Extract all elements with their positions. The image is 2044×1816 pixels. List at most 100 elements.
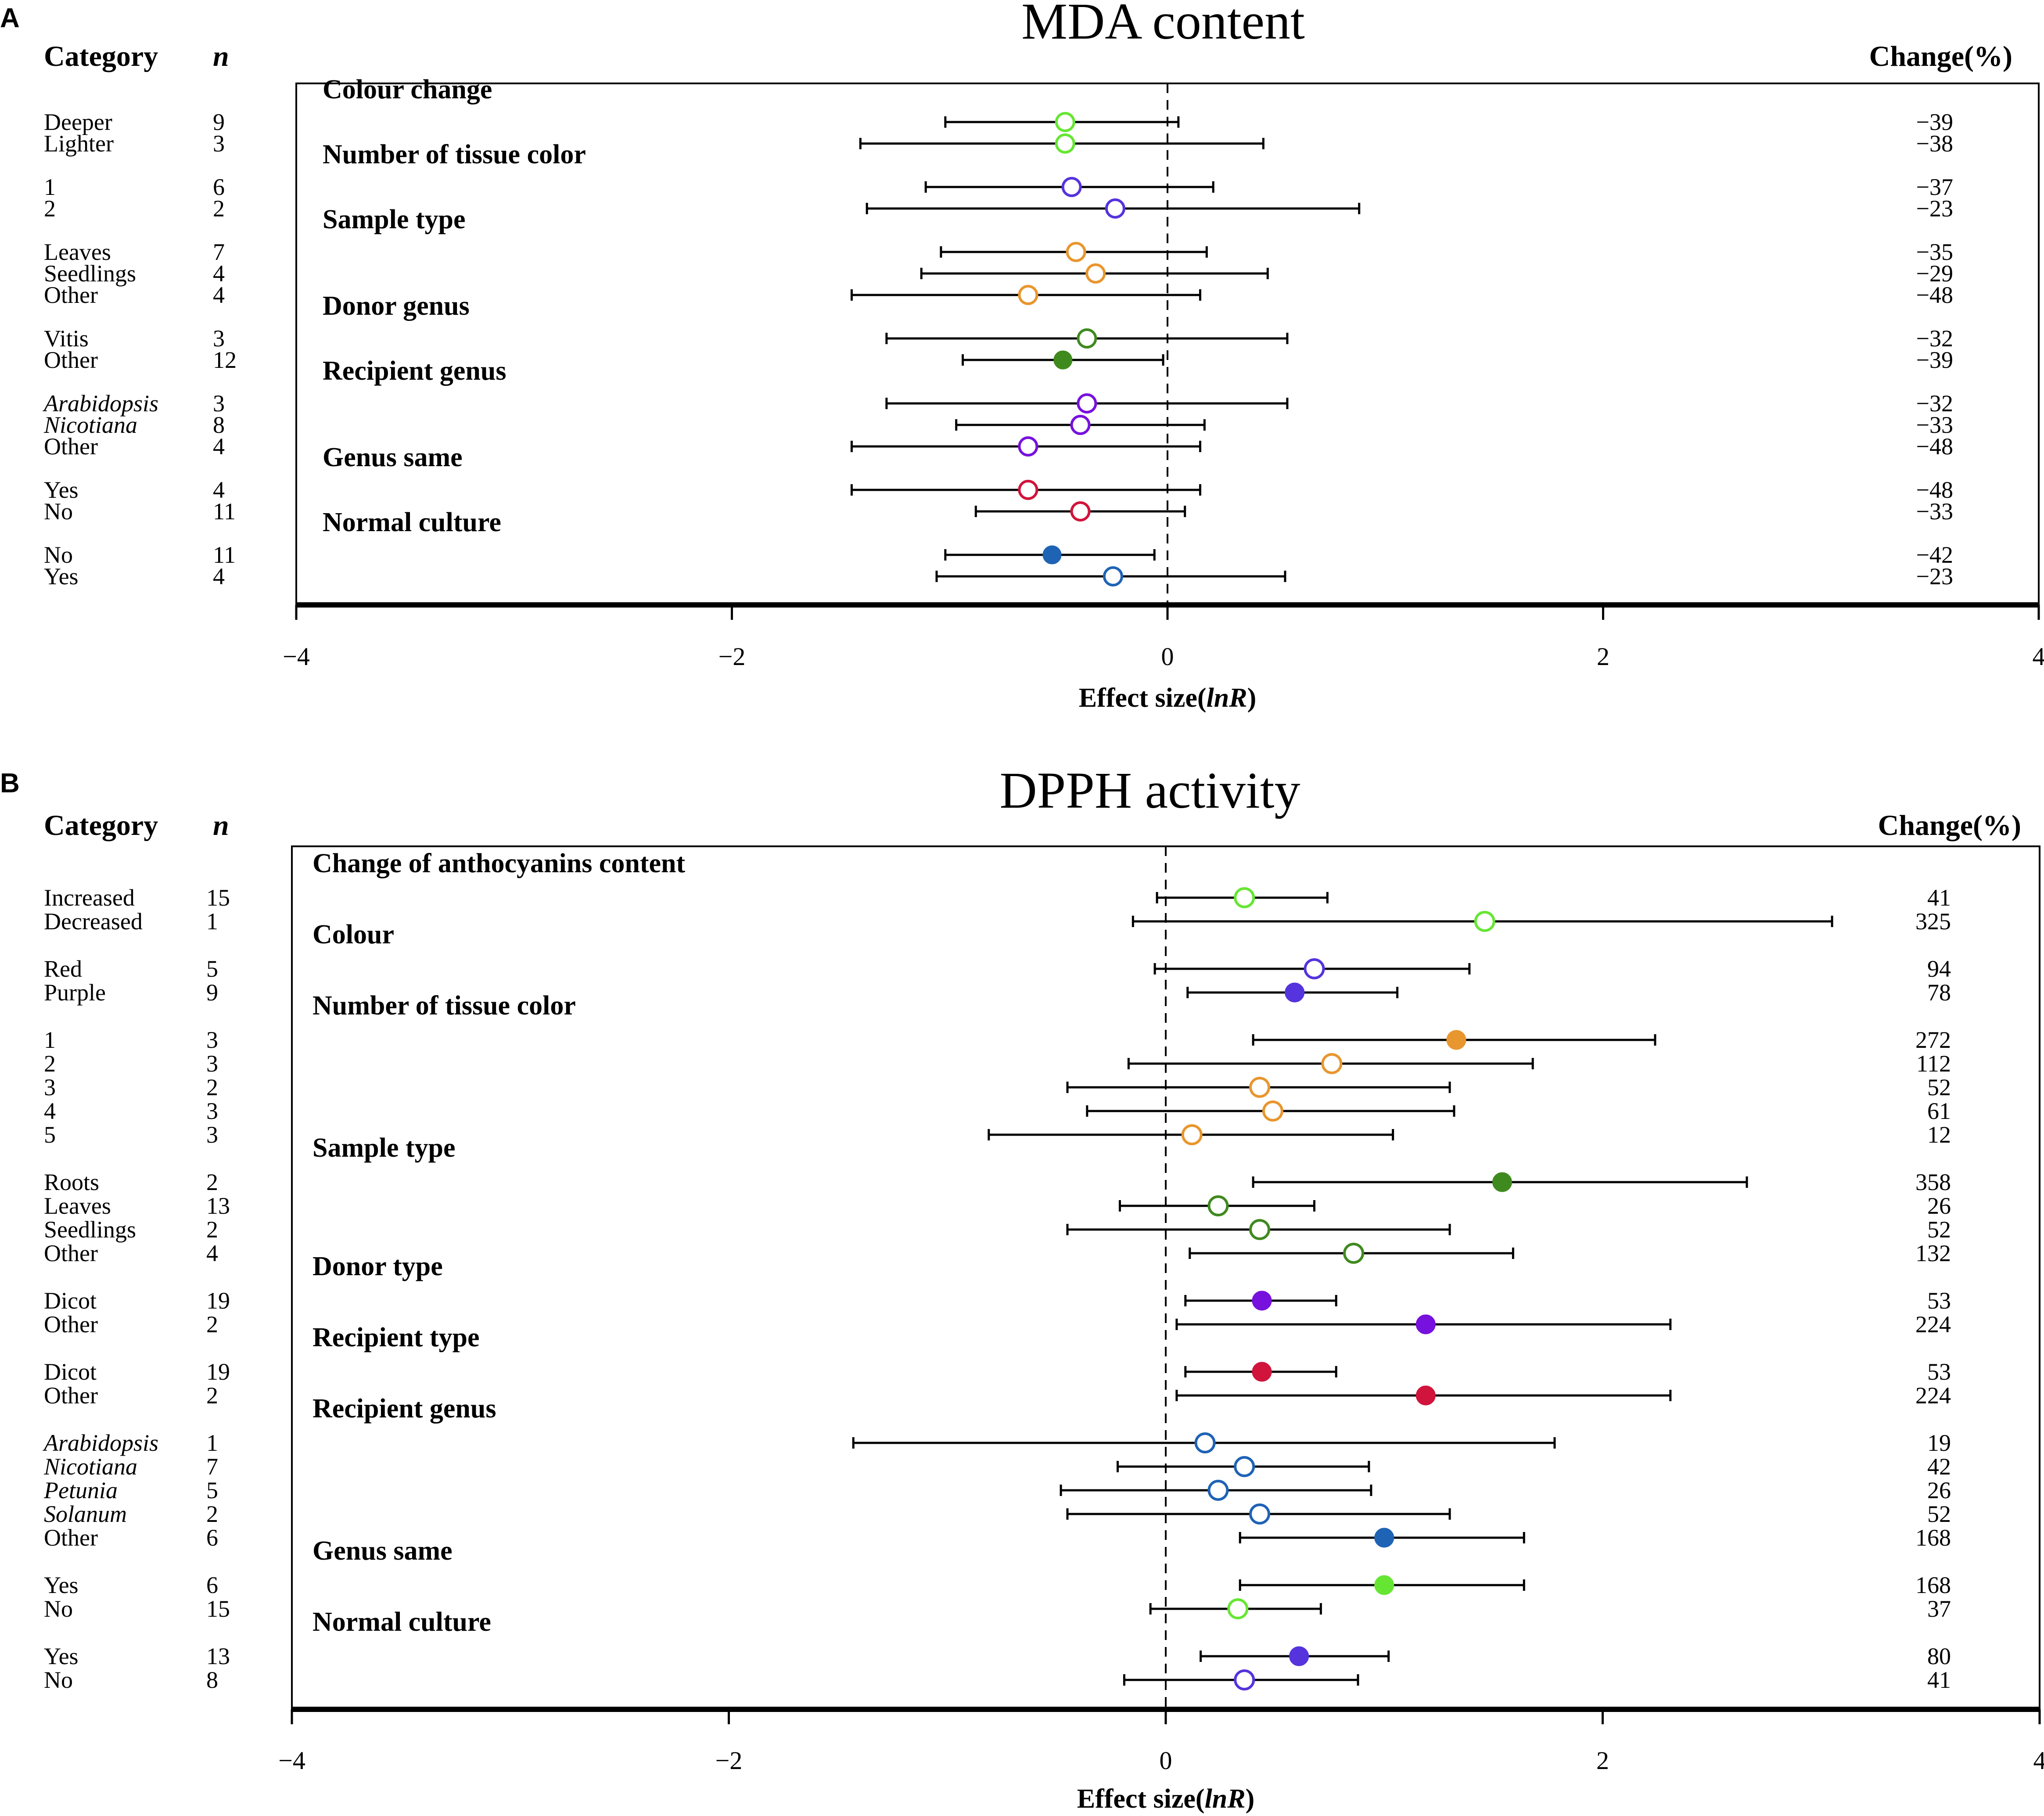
group-heading: Normal culture bbox=[313, 1607, 491, 1637]
row-n-value: 15 bbox=[206, 1596, 230, 1622]
effect-size-point bbox=[1252, 1291, 1272, 1311]
row-label: Petunia bbox=[43, 1477, 118, 1503]
effect-size-point bbox=[1474, 911, 1495, 932]
row-n-value: 3 bbox=[206, 1122, 218, 1148]
row-n-value: 2 bbox=[206, 1382, 218, 1409]
row-label: Leaves bbox=[44, 1193, 111, 1219]
effect-size-point bbox=[1055, 133, 1075, 154]
effect-size-point bbox=[1285, 982, 1305, 1003]
row-change-value: −39 bbox=[1916, 109, 1953, 135]
row-label: 2 bbox=[44, 1050, 56, 1077]
row-label: Other bbox=[44, 1382, 98, 1409]
row-n-value: 19 bbox=[206, 1359, 230, 1385]
row-n-value: 5 bbox=[206, 956, 218, 982]
row-label: No bbox=[44, 542, 73, 568]
row-n-value: 2 bbox=[206, 1216, 218, 1243]
row-change-value: −32 bbox=[1916, 390, 1953, 417]
row-n-value: 3 bbox=[213, 390, 225, 417]
row-n-value: 4 bbox=[213, 433, 225, 460]
row-label: Yes bbox=[44, 1643, 79, 1669]
effect-size-point bbox=[1070, 415, 1091, 435]
group-heading: Genus same bbox=[313, 1536, 453, 1566]
row-label: Other bbox=[44, 1240, 98, 1266]
row-n-value: 1 bbox=[206, 1430, 218, 1456]
effect-size-point bbox=[1234, 887, 1255, 908]
row-change-value: 94 bbox=[1927, 956, 1951, 982]
row-label: No bbox=[44, 1596, 73, 1622]
row-change-value: 26 bbox=[1927, 1193, 1951, 1219]
row-n-value: 6 bbox=[206, 1572, 218, 1598]
group-heading: Normal culture bbox=[323, 507, 501, 537]
row-n-value: 2 bbox=[206, 1501, 218, 1527]
row-label: Other bbox=[44, 1525, 98, 1551]
effect-size-point bbox=[1227, 1598, 1249, 1619]
x-tick-label: 0 bbox=[1161, 642, 1174, 671]
row-label: No bbox=[44, 1667, 73, 1693]
x-tick-label: 0 bbox=[1160, 1746, 1172, 1775]
effect-size-point bbox=[1018, 285, 1038, 305]
panel-b-change-header: Change(%) bbox=[1878, 809, 2021, 841]
row-label: Lighter bbox=[44, 130, 114, 157]
panel-a-letter: A bbox=[0, 3, 20, 33]
row-change-value: 168 bbox=[1915, 1525, 1951, 1551]
row-label: Nicotiana bbox=[43, 412, 137, 438]
row-change-value: −35 bbox=[1916, 239, 1953, 265]
row-label: Purple bbox=[44, 979, 106, 1006]
row-change-value: −23 bbox=[1916, 195, 1953, 222]
panel-a-category-header: Category bbox=[44, 40, 158, 72]
x-tick-label: 4 bbox=[2033, 642, 2044, 671]
effect-size-point bbox=[1234, 1669, 1255, 1690]
group-heading: Colour change bbox=[323, 75, 492, 104]
row-change-value: 37 bbox=[1927, 1596, 1951, 1622]
effect-size-point bbox=[1234, 1456, 1255, 1477]
row-change-value: 168 bbox=[1915, 1572, 1951, 1598]
effect-size-point bbox=[1207, 1480, 1229, 1501]
row-change-value: 358 bbox=[1915, 1169, 1951, 1195]
row-change-value: 19 bbox=[1927, 1430, 1951, 1456]
row-change-value: −32 bbox=[1916, 325, 1953, 352]
panel-b-letter: B bbox=[0, 768, 20, 798]
row-label: 2 bbox=[44, 195, 56, 222]
row-label: 1 bbox=[44, 174, 56, 200]
row-n-value: 9 bbox=[213, 109, 225, 135]
row-change-value: 52 bbox=[1927, 1501, 1951, 1527]
row-change-value: −48 bbox=[1916, 477, 1953, 503]
row-change-value: −39 bbox=[1916, 347, 1953, 373]
row-label: Decreased bbox=[44, 908, 143, 935]
row-change-value: 12 bbox=[1927, 1122, 1951, 1148]
row-label: 1 bbox=[44, 1027, 56, 1053]
row-change-value: −33 bbox=[1916, 498, 1953, 525]
row-change-value: −48 bbox=[1916, 282, 1953, 308]
row-label: 4 bbox=[44, 1098, 56, 1124]
effect-size-point bbox=[1252, 1362, 1272, 1382]
row-label: Arabidopsis bbox=[43, 1430, 158, 1456]
effect-size-point bbox=[1181, 1124, 1203, 1145]
row-label: No bbox=[44, 498, 73, 525]
effect-size-point bbox=[1085, 263, 1106, 284]
row-n-value: 8 bbox=[213, 412, 225, 438]
effect-size-point bbox=[1321, 1053, 1343, 1074]
effect-size-point bbox=[1249, 1503, 1271, 1525]
panel-a-rows: Colour change Deeper 9 −39 Lighter 3 −38 Number… bbox=[43, 75, 1953, 590]
row-n-value: 11 bbox=[213, 542, 236, 568]
row-label: Dicot bbox=[44, 1359, 97, 1385]
effect-size-point bbox=[1492, 1172, 1512, 1192]
x-tick-label: −4 bbox=[283, 642, 310, 671]
effect-size-point bbox=[1304, 958, 1325, 979]
row-change-value: 42 bbox=[1927, 1453, 1951, 1480]
group-heading: Change of anthocyanins content bbox=[313, 849, 685, 878]
row-n-value: 4 bbox=[213, 563, 225, 590]
row-n-value: 4 bbox=[206, 1240, 218, 1266]
panel-a: A MDA content Category n Change(%) −4 −2 0… bbox=[0, 0, 2044, 713]
row-n-value: 12 bbox=[213, 347, 237, 373]
row-label: 3 bbox=[44, 1074, 56, 1100]
row-label: 5 bbox=[44, 1122, 56, 1148]
group-heading: Number of tissue color bbox=[323, 140, 586, 169]
row-label: Dicot bbox=[44, 1287, 97, 1314]
row-n-value: 1 bbox=[206, 908, 218, 935]
group-heading: Recipient genus bbox=[313, 1394, 496, 1424]
row-n-value: 7 bbox=[213, 239, 225, 265]
row-change-value: −42 bbox=[1916, 542, 1953, 568]
row-label: Yes bbox=[44, 563, 79, 590]
